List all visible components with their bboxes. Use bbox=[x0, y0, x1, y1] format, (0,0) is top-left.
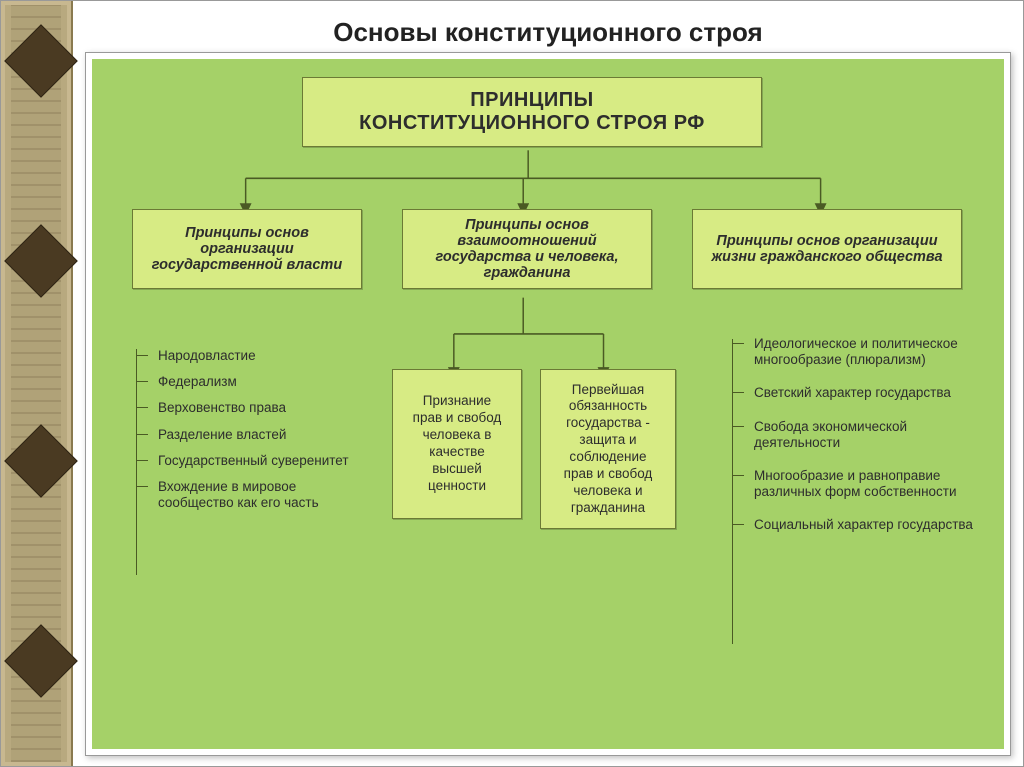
main-box: ПРИНЦИПЫ КОНСТИТУЦИОННОГО СТРОЯ РФ bbox=[302, 77, 762, 147]
mid-box-1: Признание прав и свобод человека в качес… bbox=[392, 369, 522, 519]
list1-item: Народовластие bbox=[150, 343, 370, 369]
list3-item: Многообразие и равноправие различных фор… bbox=[746, 463, 981, 512]
mid-box-2: Первейшая обязанность государства - защи… bbox=[540, 369, 676, 529]
diagram: ПРИНЦИПЫ КОНСТИТУЦИОННОГО СТРОЯ РФ Принц… bbox=[92, 59, 1004, 749]
list3-item: Светский характер государства bbox=[746, 380, 981, 413]
slide-title: Основы конституционного строя bbox=[85, 11, 1011, 52]
list3-spine bbox=[732, 339, 733, 644]
list-1: Народовластие Федерализм Верховенство пр… bbox=[150, 343, 370, 516]
list3-item: Идеологическое и политическое многообраз… bbox=[746, 331, 981, 380]
sub-box-2: Принципы основ взаимоотношений государст… bbox=[402, 209, 652, 289]
list1-item: Разделение властей bbox=[150, 422, 370, 448]
decorative-sidebar bbox=[1, 1, 73, 766]
list1-item: Вхождение в мировое сообщество как его ч… bbox=[150, 474, 370, 516]
list1-spine bbox=[136, 349, 137, 575]
list3-item: Социальный характер государства bbox=[746, 512, 981, 538]
sub-box-1: Принципы основ организации государственн… bbox=[132, 209, 362, 289]
sub-box-3: Принципы основ организации жизни граждан… bbox=[692, 209, 962, 289]
diagram-card: ПРИНЦИПЫ КОНСТИТУЦИОННОГО СТРОЯ РФ Принц… bbox=[85, 52, 1011, 756]
slide-content: Основы конституционного строя bbox=[73, 1, 1023, 766]
list1-item: Верховенство права bbox=[150, 395, 370, 421]
list-3: Идеологическое и политическое многообраз… bbox=[746, 331, 981, 539]
list1-item: Федерализм bbox=[150, 369, 370, 395]
list3-item: Свобода экономической деятельности bbox=[746, 414, 981, 463]
list1-item: Государственный суверенитет bbox=[150, 448, 370, 474]
slide-frame: Основы конституционного строя bbox=[0, 0, 1024, 767]
